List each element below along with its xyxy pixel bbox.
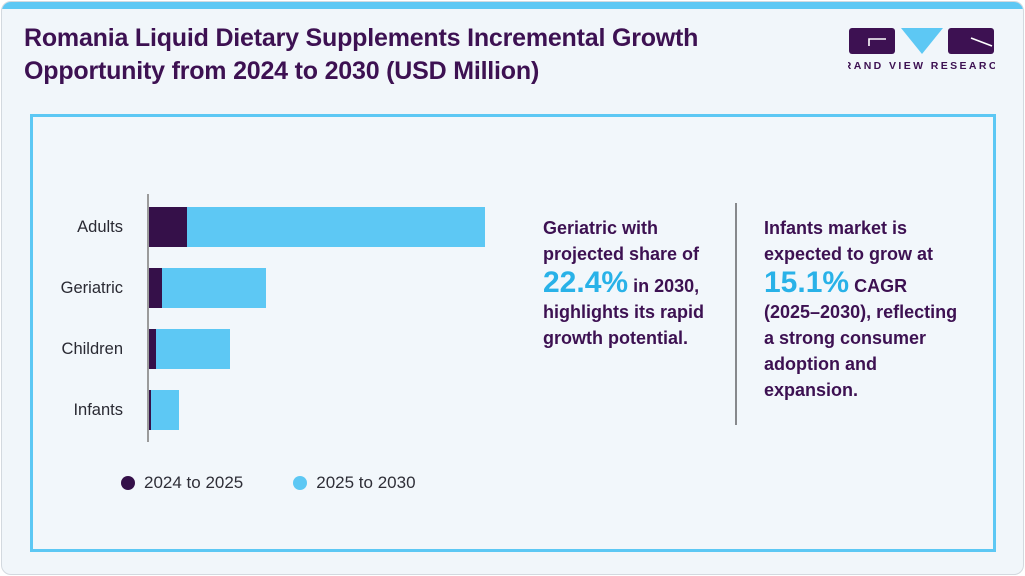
category-label: Infants (73, 400, 123, 419)
insight-text: CAGR (2025–2030), reflecting a strong co… (764, 276, 958, 400)
bar-segment-2025-2030 (186, 207, 485, 247)
gvr-monogram-icon (849, 28, 994, 54)
chart-legend: 2024 to 2025 2025 to 2030 (121, 473, 416, 493)
insight-text: in 2030, highlights its rapid growth pot… (543, 276, 704, 348)
legend-dot-icon (121, 476, 135, 490)
insight-text: Infants market is expected to grow at (764, 218, 934, 264)
bar-segment-2025-2030 (162, 268, 266, 308)
bar-row-geriatric: Geriatric (33, 268, 266, 308)
bar-segment-2024-2025 (149, 268, 163, 308)
insight-text: Geriatric with projected share of (543, 218, 700, 264)
bar-segment-2025-2030 (151, 390, 179, 430)
page-title: Romania Liquid Dietary Supplements Incre… (24, 24, 699, 85)
stacked-bar-geriatric (149, 268, 266, 308)
category-label: Geriatric (60, 278, 123, 297)
legend-item-2025-2030: 2025 to 2030 (293, 473, 416, 493)
logo-wordmark: GRAND VIEW RESEARCH (848, 60, 995, 72)
insight-highlight-value: 22.4% (543, 266, 629, 299)
bar-segment-2025-2030 (156, 329, 230, 369)
legend-label: 2024 to 2025 (144, 473, 244, 492)
stacked-bar-infants (149, 390, 179, 430)
bar-row-adults: Adults (33, 207, 485, 247)
bar-segment-2024-2025 (149, 329, 157, 369)
bar-segment-2024-2025 (149, 207, 187, 247)
insight-infants: Infants market is expected to grow at 15… (764, 215, 962, 403)
top-accent-bar (2, 2, 1023, 9)
grand-view-research-logo: GRAND VIEW RESEARCH (848, 28, 995, 72)
legend-item-2024-2025: 2024 to 2025 (121, 473, 243, 493)
legend-label: 2025 to 2030 (316, 473, 416, 492)
bar-row-infants: Infants (33, 390, 179, 430)
stacked-bar-adults (149, 207, 485, 247)
bar-row-children: Children (33, 329, 230, 369)
insight-geriatric: Geriatric with projected share of 22.4% … (543, 215, 707, 351)
bar-segment-2024-2025 (149, 390, 152, 430)
chart-panel: Adults Geriatric Children (30, 114, 996, 552)
insight-divider (735, 203, 737, 425)
stacked-bar-children (149, 329, 230, 369)
legend-dot-icon (293, 476, 308, 490)
y-axis-line (147, 194, 149, 442)
category-label: Adults (77, 217, 123, 236)
category-label: Children (61, 339, 123, 358)
insight-highlight-value: 15.1% (764, 266, 850, 299)
